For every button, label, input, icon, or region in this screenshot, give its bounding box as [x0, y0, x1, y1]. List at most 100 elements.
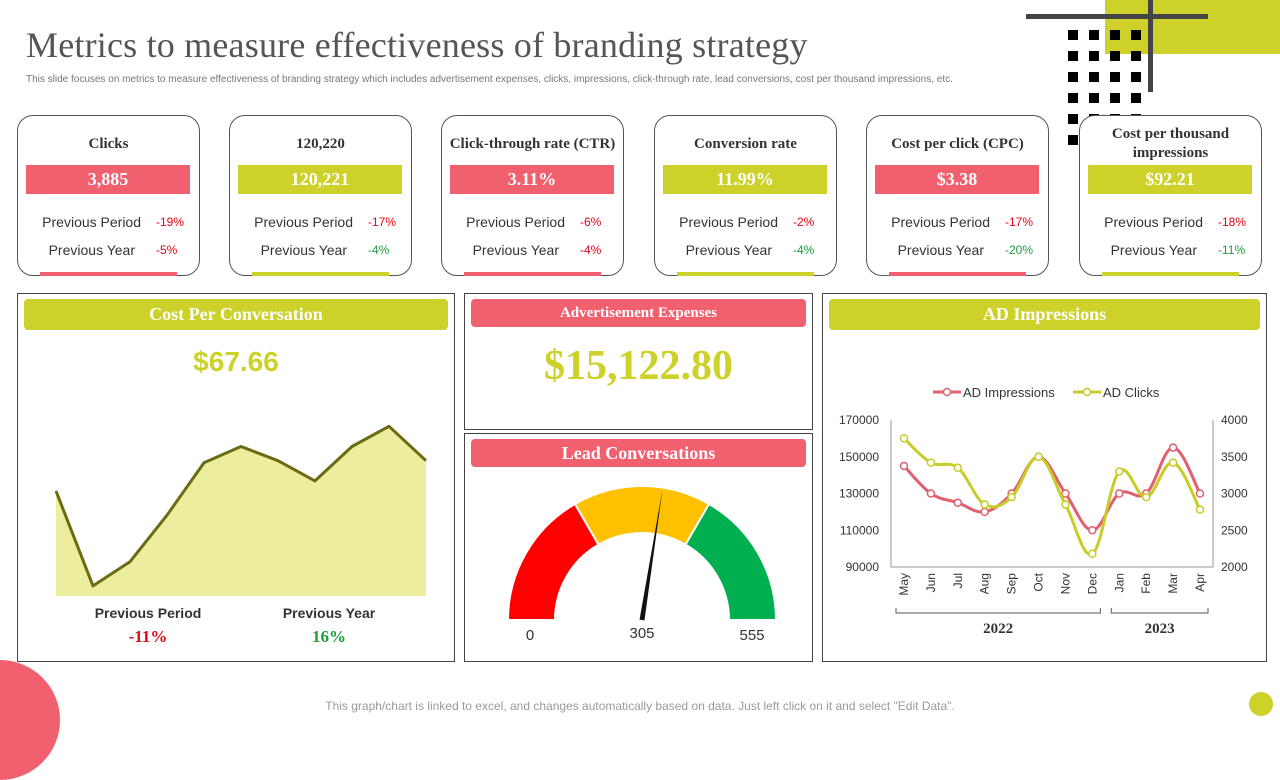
y-tick-left: 130000 — [839, 487, 879, 501]
x-tick-label: Feb — [1139, 573, 1153, 594]
kpi-prev-year-label: Previous Year — [1111, 242, 1197, 258]
footer-note: This graph/chart is linked to excel, and… — [0, 699, 1280, 713]
kpi-underline — [252, 272, 389, 276]
series-point — [981, 501, 988, 508]
cost-per-conversation-value: $67.66 — [18, 346, 454, 378]
lead-conversations-panel: Lead Conversations 0 305 555 — [464, 433, 813, 662]
legend-swatch-marker — [1084, 389, 1091, 396]
kpi-title: Clicks — [18, 122, 199, 166]
kpi-prev-period-change: -18% — [1218, 215, 1246, 229]
area-fill — [56, 426, 426, 596]
kpi-underline — [40, 272, 177, 276]
decor-horizontal-line — [1026, 14, 1208, 19]
y-tick-right: 4000 — [1221, 413, 1248, 427]
series-point — [1116, 468, 1123, 475]
kpi-prev-year-change: -4% — [793, 243, 814, 257]
y-tick-right: 3500 — [1221, 450, 1248, 464]
year-group-label: 2023 — [1145, 621, 1175, 637]
series-point — [1197, 506, 1204, 513]
x-tick-label: Sep — [1005, 573, 1019, 595]
gauge-band — [575, 486, 709, 545]
kpi-title: Cost per thousand impressions — [1080, 122, 1261, 166]
series-point — [1116, 490, 1123, 497]
kpi-title: Conversion rate — [655, 122, 836, 166]
gauge-max-label: 555 — [732, 627, 772, 644]
cpc-prev-year-value: 16% — [269, 627, 389, 647]
y-tick-left: 170000 — [839, 413, 879, 427]
series-point — [1143, 494, 1150, 501]
decor-red-circle — [0, 660, 60, 780]
kpi-prev-year-change: -4% — [368, 243, 389, 257]
year-group-bracket — [896, 608, 1100, 613]
x-tick-label: Dec — [1085, 573, 1099, 594]
x-tick-label: Jun — [924, 573, 938, 592]
kpi-prev-period-row: Previous Period -17% — [867, 214, 1048, 232]
kpi-underline — [889, 272, 1026, 276]
cpc-prev-period-value: -11% — [88, 627, 208, 647]
ad-impressions-heading: AD Impressions — [829, 299, 1260, 330]
series-point — [1062, 490, 1069, 497]
kpi-prev-period-change: -19% — [156, 215, 184, 229]
kpi-prev-period-label: Previous Period — [42, 214, 141, 230]
cpc-prev-period-label: Previous Period — [88, 605, 208, 621]
y-tick-right: 3000 — [1221, 487, 1248, 501]
y-tick-left: 90000 — [846, 560, 880, 574]
kpi-prev-period-row: Previous Period-18% — [1080, 214, 1261, 232]
series-point — [1170, 444, 1177, 451]
kpi-value: 11.99% — [663, 165, 827, 194]
y-tick-right: 2000 — [1221, 560, 1248, 574]
legend-label: AD Impressions — [963, 385, 1055, 400]
y-tick-right: 2500 — [1221, 523, 1248, 537]
kpi-card: Click-through rate (CTR)3.11% Previous Pe… — [441, 115, 624, 276]
series-point — [981, 508, 988, 515]
kpi-title: 120,220 — [230, 122, 411, 166]
year-group-label: 2022 — [983, 621, 1013, 637]
kpi-prev-period-label: Previous Period — [679, 214, 778, 230]
ad-impressions-chart: 1700001500001300001100009000040003500300… — [823, 340, 1266, 660]
series-line — [904, 438, 1200, 554]
kpi-prev-year-label: Previous Year — [686, 242, 772, 258]
x-tick-label: Jan — [1112, 573, 1126, 592]
kpi-value: $3.38 — [875, 165, 1039, 194]
series-point — [1089, 527, 1096, 534]
lead-conversations-heading: Lead Conversations — [471, 439, 806, 467]
series-point — [1008, 494, 1015, 501]
kpi-prev-year-change: -20% — [1005, 243, 1033, 257]
decor-vertical-line — [1148, 0, 1153, 92]
kpi-underline — [464, 272, 601, 276]
kpi-prev-period-row: Previous Period-17% — [230, 214, 411, 232]
kpi-prev-period-row: Previous Period-6% — [442, 214, 623, 232]
cost-per-conversation-chart — [18, 384, 454, 634]
kpi-prev-year-label: Previous Year — [473, 242, 559, 258]
kpi-prev-period-label: Previous Period — [466, 214, 565, 230]
kpi-prev-year-label: Previous Year — [49, 242, 135, 258]
kpi-prev-period-label: Previous Period — [891, 214, 990, 230]
kpi-prev-year-row: Previous Year-20% — [867, 242, 1048, 260]
x-tick-label: Oct — [1032, 572, 1046, 591]
kpi-title: Click-through rate (CTR) — [442, 122, 623, 166]
kpi-prev-period-change: -17% — [1005, 215, 1033, 229]
series-point — [1089, 550, 1096, 557]
kpi-value: 120,221 — [238, 165, 402, 194]
series-point — [1170, 459, 1177, 466]
kpi-underline — [1102, 272, 1239, 276]
kpi-prev-year-row: Previous Year -4% — [655, 242, 836, 260]
x-tick-label: Aug — [978, 573, 992, 594]
series-point — [901, 435, 908, 442]
x-tick-label: Mar — [1166, 573, 1180, 594]
kpi-value: 3.11% — [450, 165, 614, 194]
series-point — [1035, 453, 1042, 460]
kpi-prev-year-row: Previous Year -4% — [230, 242, 411, 260]
cpc-prev-year-label: Previous Year — [269, 605, 389, 621]
series-point — [927, 459, 934, 466]
series-point — [1062, 501, 1069, 508]
gauge-band — [686, 504, 777, 620]
kpi-prev-year-label: Previous Year — [261, 242, 347, 258]
kpi-prev-period-label: Previous Period — [254, 214, 353, 230]
year-group-bracket — [1111, 608, 1208, 613]
kpi-value: 3,885 — [26, 165, 190, 194]
